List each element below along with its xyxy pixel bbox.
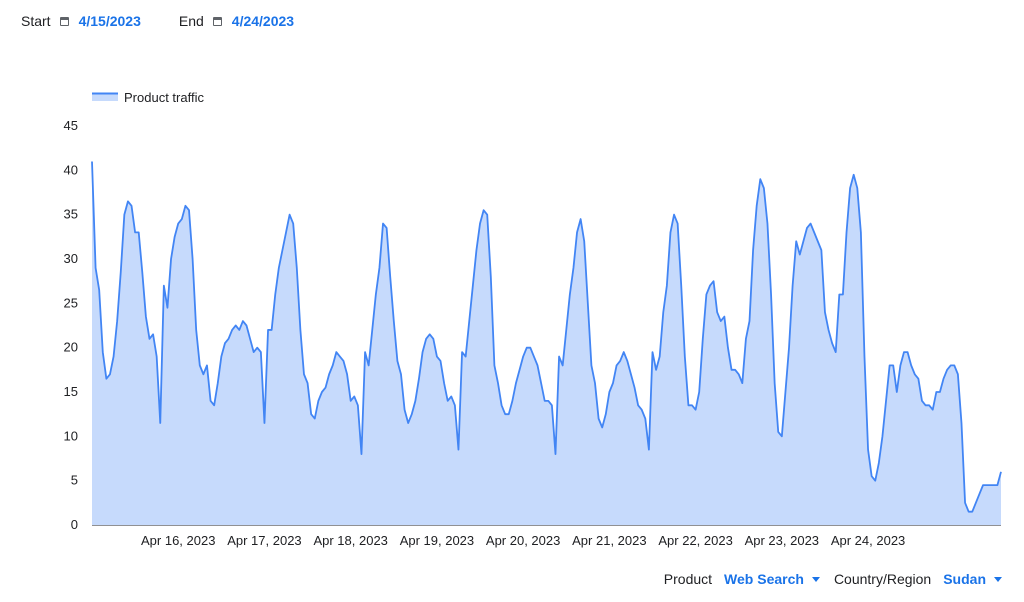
traffic-chart: Product traffic 0 5 10 15 20 25 30 35 40 45 Apr 1… — [64, 90, 1002, 548]
y-tick-label: 40 — [64, 162, 78, 177]
end-date-picker[interactable]: 4/24/2023 — [231, 13, 295, 29]
plot-area — [91, 161, 1002, 525]
x-tick-label: Apr 19, 2023 — [400, 533, 474, 548]
dropdown-arrow-icon — [811, 576, 820, 582]
calendar-icon[interactable] — [59, 16, 69, 26]
y-tick-label: 10 — [64, 428, 78, 443]
x-tick-label: Apr 16, 2023 — [141, 533, 215, 548]
start-label: Start — [21, 13, 51, 29]
series-line — [91, 161, 1002, 513]
region-value: Sudan — [943, 571, 986, 587]
x-tick-label: Apr 17, 2023 — [227, 533, 301, 548]
chart-legend: Product traffic — [92, 90, 204, 105]
x-tick-label: Apr 22, 2023 — [658, 533, 732, 548]
y-tick-label: 5 — [71, 473, 78, 488]
y-tick-label: 45 — [64, 118, 78, 133]
x-tick-label: Apr 21, 2023 — [572, 533, 646, 548]
series-area — [92, 161, 1001, 525]
y-tick-label: 35 — [64, 207, 78, 222]
y-tick-label: 20 — [64, 340, 78, 355]
y-tick-label: 30 — [64, 251, 78, 266]
y-tick-label: 0 — [71, 517, 78, 532]
x-tick-label: Apr 20, 2023 — [486, 533, 560, 548]
date-range: Start 4/15/2023 End 4/24/2023 — [21, 10, 294, 32]
dropdown-arrow-icon — [994, 576, 1002, 582]
x-tick-label: Apr 23, 2023 — [745, 533, 819, 548]
legend-swatch — [92, 93, 118, 101]
x-tick-label: Apr 18, 2023 — [313, 533, 387, 548]
region-label: Country/Region — [833, 571, 932, 587]
filter-bar: Product Web Search Country/Region Sudan — [664, 571, 1002, 587]
calendar-icon[interactable] — [212, 16, 222, 26]
legend-label: Product traffic — [124, 90, 204, 105]
end-label: End — [178, 13, 204, 29]
product-value: Web Search — [724, 571, 804, 587]
product-dropdown[interactable]: Web Search — [724, 571, 820, 587]
x-tick-label: Apr 24, 2023 — [831, 533, 905, 548]
region-dropdown[interactable]: Sudan — [943, 571, 1002, 587]
y-tick-label: 15 — [64, 384, 78, 399]
y-tick-label: 25 — [64, 295, 78, 310]
start-date-picker[interactable]: 4/15/2023 — [78, 13, 141, 29]
y-axis: 0 5 10 15 20 25 30 35 40 45 — [64, 118, 78, 532]
product-label: Product — [663, 571, 713, 587]
x-axis: Apr 16, 2023 Apr 17, 2023 Apr 18, 2023 Apr … — [92, 524, 1001, 548]
